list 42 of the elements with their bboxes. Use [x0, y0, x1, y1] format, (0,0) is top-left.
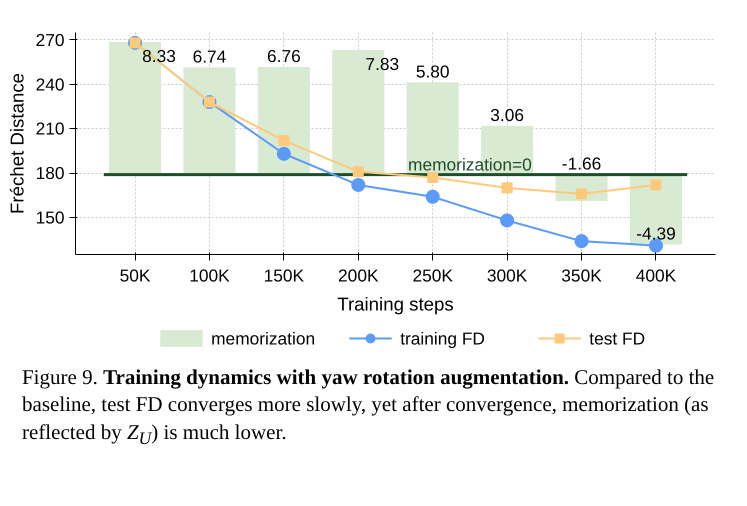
- y-tick-label: 270: [36, 30, 65, 50]
- x-tick-label: 400K: [636, 266, 677, 286]
- data-label: 8.33: [142, 46, 176, 66]
- data-label: 6.74: [192, 46, 227, 66]
- data-label: -4.39: [636, 223, 676, 244]
- x-tick-label: 300K: [486, 266, 528, 286]
- y-tick-label: 150: [36, 208, 65, 228]
- caption: Figure 9.: [22, 365, 98, 389]
- x-axis-title: Training steps: [337, 294, 454, 314]
- point: [576, 188, 588, 200]
- point: [276, 146, 291, 161]
- y-tick-label: 210: [36, 118, 65, 139]
- bar: [630, 174, 682, 244]
- x-tick-label: 200K: [338, 266, 379, 286]
- data-label: 7.83: [365, 54, 400, 74]
- point: [426, 190, 440, 204]
- point: [574, 234, 589, 248]
- text: Training dynamics with yaw rotation augmentation.: [103, 365, 570, 389]
- point: [650, 179, 662, 190]
- x-tick-label: 100K: [189, 266, 230, 286]
- data-label: 3.06: [490, 104, 524, 125]
- point: [278, 135, 290, 146]
- point: [502, 182, 513, 194]
- x-tick-label: 250K: [412, 266, 454, 286]
- data-label: 5.80: [416, 61, 450, 82]
- y-tick-label: 180: [36, 163, 65, 184]
- x-tick-label: 150K: [264, 266, 305, 286]
- legend-label: memorization: [211, 328, 316, 348]
- point: [500, 213, 514, 228]
- y-tick-label: 240: [36, 74, 65, 94]
- x-tick-label: 50K: [120, 266, 151, 286]
- y-axis-title: Fréchet Distance: [6, 72, 28, 214]
- data-label: 6.76: [267, 46, 301, 66]
- legend-label: training FD: [400, 328, 485, 348]
- point: [427, 172, 438, 184]
- ref-line-label: memorization=0: [408, 154, 532, 175]
- data-label: -1.66: [562, 154, 602, 174]
- x-tick-label: 350K: [561, 266, 602, 286]
- bar: [183, 67, 236, 175]
- point: [352, 166, 364, 178]
- legend-label: test FD: [589, 328, 646, 348]
- point: [351, 178, 366, 192]
